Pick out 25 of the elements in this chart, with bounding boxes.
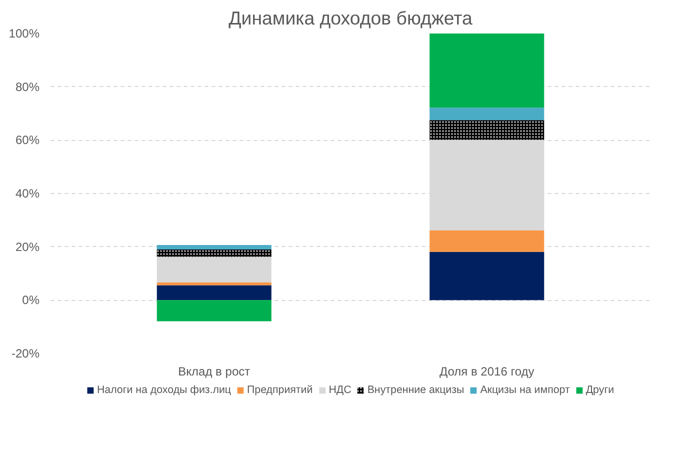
y-tick-label: -20%: [11, 346, 40, 360]
bar: [430, 252, 544, 300]
chart-title: Динамика доходов бюджета: [228, 8, 473, 28]
legend-label: Налоги на доходы физ.лиц: [96, 384, 232, 396]
legend-label: НДС: [328, 384, 352, 396]
bar: [156, 256, 272, 282]
legend-label: Други: [586, 384, 614, 396]
bar: [430, 108, 544, 120]
y-tick-label: 40%: [15, 186, 40, 200]
y-tick-label: 20%: [15, 240, 40, 254]
y-tick-label: 100%: [8, 26, 40, 40]
y-tick-label: 60%: [15, 133, 40, 148]
x-tick-label: Доля в 2016 году: [439, 364, 534, 378]
bar: [156, 300, 272, 322]
bar: [430, 230, 544, 252]
bar: [156, 285, 272, 300]
bar: [430, 34, 544, 108]
legend-label: Внутренние акцизы: [367, 384, 464, 396]
bar: [430, 140, 544, 230]
bar: [156, 244, 272, 250]
x-tick-label: Вклад в рост: [178, 364, 251, 378]
legend-label: Предприятий: [247, 384, 313, 396]
legend-label: Акцизы на импорт: [480, 384, 570, 396]
y-tick-label: 0%: [22, 293, 40, 308]
y-tick-label: 80%: [15, 80, 40, 94]
